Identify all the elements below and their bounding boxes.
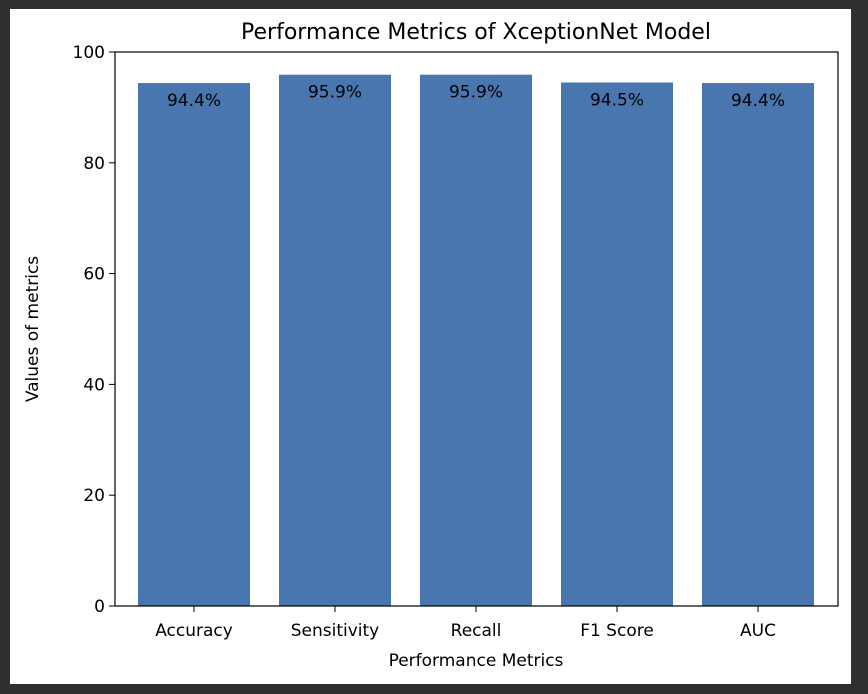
chart-title: Performance Metrics of XceptionNet Model (241, 20, 711, 45)
data-labels-group: 94.4% 95.9% 95.9% 94.5% 94.4% (167, 83, 785, 111)
y-axis: 0 20 40 60 80 100 (73, 43, 115, 617)
data-label-1: 95.9% (308, 83, 362, 103)
y-tick-label-3: 60 (83, 265, 105, 285)
data-label-4: 94.4% (731, 91, 785, 111)
data-label-3: 94.5% (590, 90, 644, 110)
x-axis: Accuracy Sensitivity Recall F1 Score AUC (155, 606, 776, 641)
bar-0 (138, 83, 250, 607)
y-tick-label-4: 80 (83, 154, 105, 174)
y-axis-label: Values of metrics (23, 256, 43, 402)
y-tick-label-0: 0 (94, 597, 105, 617)
x-tick-label-4: AUC (740, 621, 776, 641)
figure-frame: Performance Metrics of XceptionNet Model… (10, 9, 851, 684)
bar-chart: Performance Metrics of XceptionNet Model… (23, 20, 839, 671)
y-tick-label-2: 40 (83, 375, 105, 395)
bar-2 (420, 74, 532, 607)
x-tick-label-3: F1 Score (580, 621, 654, 641)
plot-area-border (114, 51, 839, 607)
data-label-0: 94.4% (167, 91, 221, 111)
x-tick-label-1: Sensitivity (291, 621, 380, 641)
bar-1 (279, 74, 391, 607)
bars-group (138, 74, 814, 607)
y-tick-label-5: 100 (73, 43, 105, 63)
y-tick-label-1: 20 (83, 486, 105, 506)
x-axis-label: Performance Metrics (389, 651, 564, 671)
bar-4 (702, 83, 814, 607)
x-tick-label-2: Recall (451, 621, 502, 641)
x-tick-label-0: Accuracy (155, 621, 233, 641)
bar-3 (561, 82, 673, 607)
data-label-2: 95.9% (449, 83, 503, 103)
